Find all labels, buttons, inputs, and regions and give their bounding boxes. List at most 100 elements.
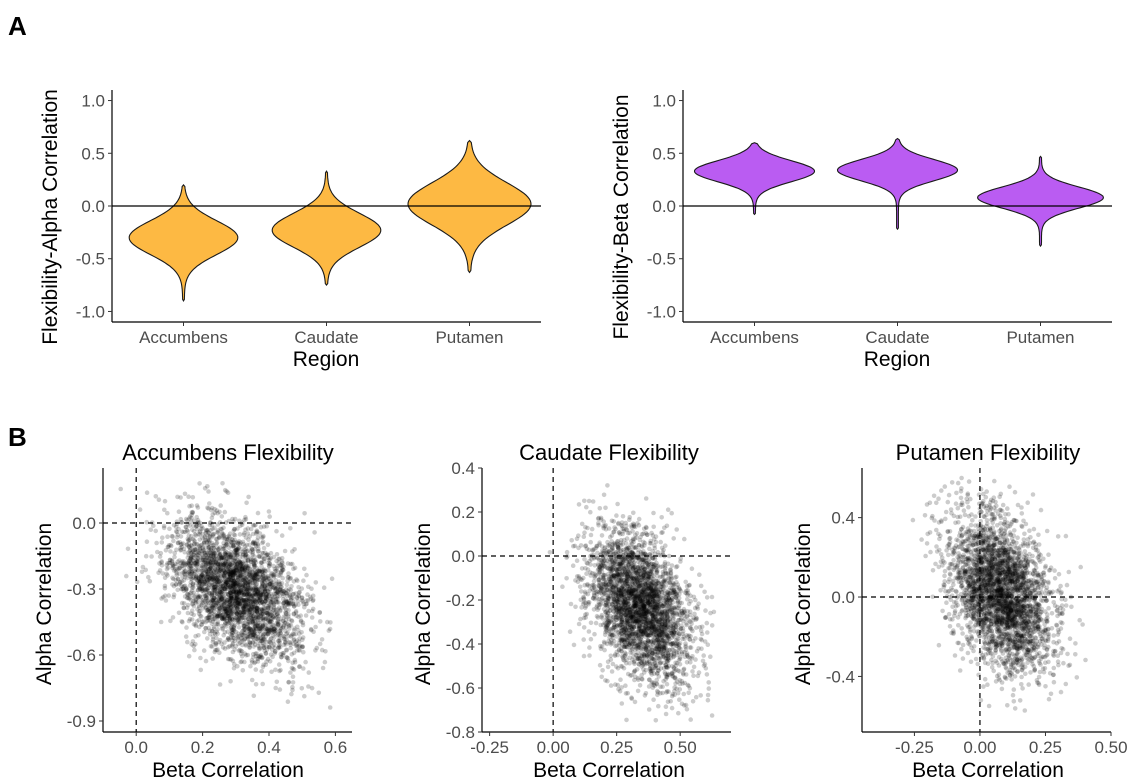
scatter-point [231, 584, 236, 590]
scatter-point [243, 558, 248, 563]
scatter-point [222, 551, 228, 556]
scatter-point [296, 593, 301, 598]
scatter-point [196, 585, 202, 591]
scatter-point [653, 718, 659, 723]
scatter-point [291, 627, 297, 633]
scatter-point [216, 564, 221, 570]
scatter-point [174, 570, 179, 576]
scatter-point [212, 617, 217, 622]
scatter-point [225, 611, 230, 616]
scatter-point [255, 510, 261, 516]
scatter-point [589, 526, 595, 532]
scatter-point [274, 565, 280, 571]
scatter-point [265, 605, 271, 610]
scatter-point [291, 650, 297, 656]
scatter-point [221, 602, 227, 607]
scatter-point [237, 542, 243, 547]
scatter-point [227, 606, 233, 612]
scatter-point [191, 643, 196, 649]
scatter-point [179, 563, 185, 569]
scatter-point [269, 599, 274, 605]
scatter-point [238, 540, 243, 545]
scatter-point [203, 593, 209, 598]
scatter-point [230, 578, 235, 584]
scatter-point [250, 549, 255, 554]
scatter-point [262, 576, 267, 581]
scatter-point [245, 586, 250, 591]
scatter-point [186, 538, 191, 543]
scatter-point [248, 663, 253, 669]
scatter-point [243, 602, 248, 607]
scatter-point [176, 581, 182, 587]
scatter-point [260, 581, 265, 586]
scatter-point [636, 516, 642, 522]
scatter-point [261, 533, 266, 539]
scatter-point [202, 629, 207, 635]
scatter-point [207, 559, 213, 564]
y-axis-title: Flexibility-Alpha Correlation [39, 89, 62, 345]
scatter-point [192, 547, 197, 553]
scatter-point [259, 669, 265, 674]
scatter-point [269, 610, 275, 615]
scatter-point [243, 599, 248, 605]
scatter-point [201, 579, 207, 584]
scatter-point [223, 612, 228, 618]
scatter-point [581, 653, 587, 659]
scatter-point [209, 515, 215, 521]
scatter-point [261, 545, 267, 551]
scatter-point [228, 590, 233, 595]
scatter-point [210, 619, 216, 624]
scatter-point [274, 679, 280, 685]
scatter-point [224, 608, 229, 614]
scatter-point [279, 605, 285, 610]
scatter-point [275, 612, 280, 618]
y-tick-label: -1.0 [647, 302, 676, 321]
scatter-point [230, 543, 236, 549]
scatter-point [118, 486, 123, 492]
scatter-point [221, 606, 226, 612]
scatter-point [219, 557, 225, 563]
scatter-point [243, 552, 249, 557]
scatter-point [292, 626, 297, 631]
scatter-point [286, 658, 291, 664]
scatter-point [261, 608, 267, 614]
scatter-point [232, 562, 238, 567]
scatter-point [246, 576, 252, 582]
scatter-point [258, 574, 264, 580]
scatter-point [172, 561, 178, 567]
scatter-point [651, 697, 656, 702]
scatter-point [313, 648, 318, 653]
scatter-point [265, 627, 270, 632]
scatter-point [229, 563, 235, 568]
scatter-point [571, 642, 577, 648]
scatter-point [326, 628, 332, 633]
scatter-point [569, 538, 574, 543]
scatter-point [202, 539, 207, 544]
scatter-point [259, 550, 265, 556]
scatter-point [688, 645, 694, 650]
scatter-point [224, 537, 230, 542]
scatter-point [247, 612, 253, 618]
scatter-point [225, 564, 231, 569]
scatter-point [205, 577, 210, 583]
scatter-point [171, 538, 176, 544]
scatter-point [194, 542, 199, 547]
scatter-points [547, 483, 717, 723]
scatter-point [234, 590, 239, 595]
scatter-point [598, 643, 603, 649]
scatter-point [227, 554, 233, 560]
scatter-point [244, 597, 250, 603]
scatter-point [693, 694, 699, 700]
scatter-point [213, 600, 218, 606]
scatter-point [219, 577, 224, 583]
scatter-point [251, 594, 257, 600]
scatter-point [206, 559, 211, 564]
scatter-point [242, 620, 247, 626]
scatter-point [209, 576, 215, 581]
scatter-point [259, 608, 264, 613]
scatter-point [250, 628, 255, 633]
scatter-point [262, 556, 267, 562]
scatter-point [277, 644, 283, 650]
scatter-point [222, 640, 227, 645]
scatter-point [186, 537, 192, 543]
